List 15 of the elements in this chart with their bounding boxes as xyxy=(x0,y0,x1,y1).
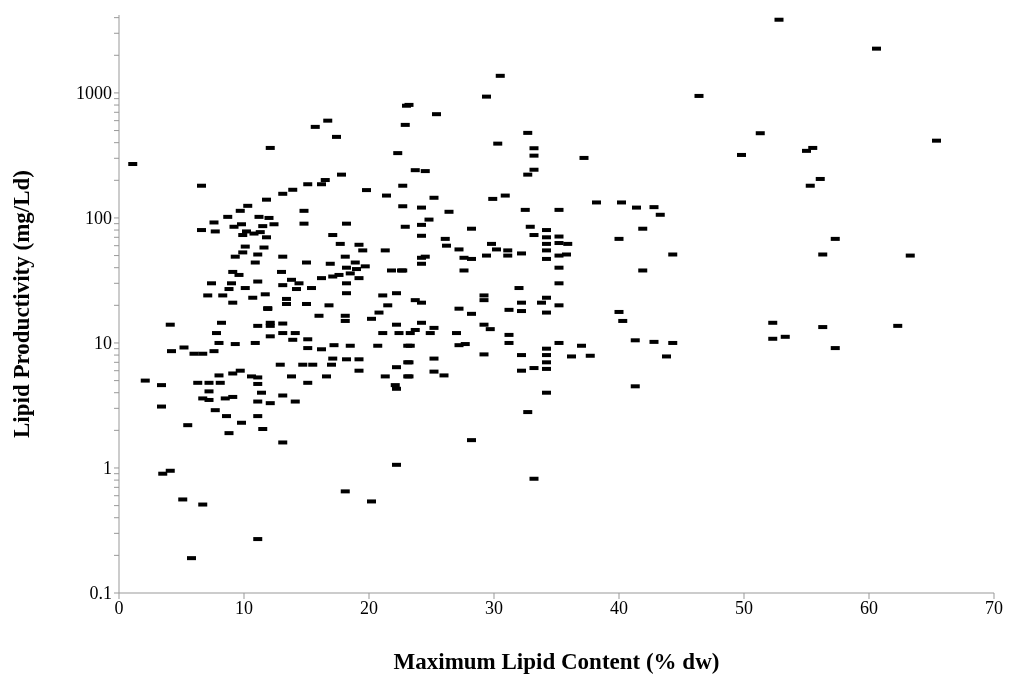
x-axis-title: Maximum Lipid Content (% dw) xyxy=(393,649,720,674)
x-tick-label: 20 xyxy=(360,597,378,618)
x-tick-label: 40 xyxy=(610,597,628,618)
x-tick-label: 50 xyxy=(735,597,753,618)
x-tick-label: 70 xyxy=(985,597,1003,618)
x-tick-label: 30 xyxy=(485,597,503,618)
x-tick-label: 0 xyxy=(114,597,124,618)
x-tick-label: 10 xyxy=(235,597,253,618)
y-tick-label: 0.1 xyxy=(89,583,112,604)
y-axis-title: Lipid Productivity (mg/Ld) xyxy=(9,170,35,438)
y-tick-label: 10 xyxy=(94,333,112,354)
y-tick-label: 100 xyxy=(85,208,112,229)
y-tick-label: 1000 xyxy=(76,83,112,104)
x-tick-label: 60 xyxy=(860,597,878,618)
y-tick-label: 1 xyxy=(103,458,112,479)
